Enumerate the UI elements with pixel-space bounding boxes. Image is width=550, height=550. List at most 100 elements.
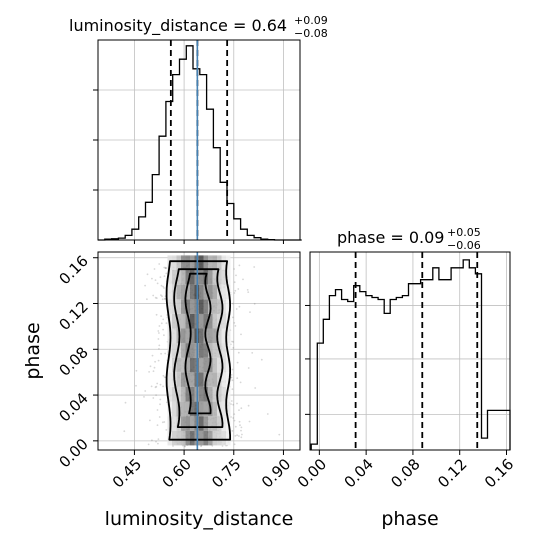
scatter-point	[164, 352, 167, 355]
density-cell	[167, 284, 172, 300]
scatter-point	[153, 366, 156, 369]
scatter-point	[165, 429, 168, 431]
density-cell	[172, 416, 177, 431]
density-cell	[199, 372, 204, 387]
density-cell	[212, 416, 217, 431]
density-cell	[226, 357, 231, 373]
phase-hist-ticks: 0.00 0.04 0.08 0.12 0.16	[294, 304, 517, 491]
scatter-point	[238, 420, 241, 423]
phase-hist-xtick-label: 0.08	[387, 455, 423, 491]
scatter-point	[161, 421, 164, 424]
density-cell	[217, 313, 222, 329]
density-cell	[172, 430, 177, 446]
scatter-point	[159, 276, 162, 279]
scatter-point	[253, 302, 256, 305]
scatter-point	[234, 435, 237, 437]
density-cell	[221, 284, 226, 300]
density-cell	[226, 372, 231, 387]
density-cell	[199, 416, 204, 431]
density-cell	[203, 401, 208, 417]
scatter-point	[162, 285, 165, 288]
scatter-point	[144, 284, 147, 287]
density-cell	[208, 430, 213, 446]
scatter-point	[235, 308, 238, 310]
phase-x-axis-label: phase	[381, 508, 438, 530]
scatter-point	[151, 277, 153, 280]
density-cell	[212, 372, 217, 387]
density-cell	[199, 343, 204, 358]
scatter-point	[237, 288, 240, 290]
scatter-point	[161, 295, 163, 298]
contour-outer	[165, 260, 231, 441]
density-cell	[181, 387, 186, 402]
density-cell	[181, 416, 186, 431]
joint-ytick-label: 0.00	[55, 435, 91, 471]
scatter-point	[230, 400, 233, 402]
scatter-point	[158, 263, 161, 265]
scatter-point	[153, 268, 156, 270]
scatter-point	[260, 358, 263, 361]
density-cell	[181, 299, 186, 314]
joint-xtick-label: 0.60	[159, 455, 195, 491]
scatter-point	[248, 420, 251, 423]
density-cell	[208, 313, 213, 329]
density-cell	[172, 387, 177, 402]
density-cell	[212, 313, 217, 329]
scatter-point	[163, 266, 166, 269]
density-cell	[199, 401, 204, 417]
density-cell	[190, 401, 195, 417]
density-cell	[208, 284, 213, 300]
density-cell	[185, 270, 190, 285]
joint-x-ticks: 0.45 0.60 0.75 0.90	[109, 450, 294, 491]
scatter-point	[146, 273, 149, 276]
scatter-point	[135, 369, 138, 372]
density-cell	[199, 270, 204, 285]
density-cell	[190, 270, 195, 285]
scatter-point	[164, 298, 167, 300]
scatter-point	[163, 275, 166, 277]
density-cell	[203, 313, 208, 329]
scatter-point	[158, 348, 160, 350]
scatter-point	[158, 325, 161, 327]
density-cell	[203, 255, 208, 270]
density-cell	[199, 299, 204, 314]
scatter-point	[253, 266, 256, 268]
density-cell	[217, 255, 222, 270]
scatter-point	[160, 294, 162, 296]
density-cell	[172, 328, 177, 344]
density-cell	[221, 401, 226, 417]
density-cell	[181, 270, 186, 285]
joint-ytick-label: 0.08	[55, 343, 91, 379]
density-cell	[217, 416, 222, 431]
density-cell	[221, 416, 226, 431]
scatter-point	[154, 279, 157, 281]
scatter-point	[240, 407, 243, 410]
density-cell	[176, 299, 181, 314]
scatter-point	[157, 330, 160, 332]
scatter-point	[231, 379, 234, 382]
scatter-point	[157, 359, 160, 362]
scatter-point	[151, 354, 154, 357]
scatter-point	[155, 385, 158, 388]
density-cell	[217, 270, 222, 285]
density-cell	[190, 372, 195, 387]
scatter-point	[246, 289, 249, 291]
scatter-point	[200, 445, 202, 448]
density-cell	[181, 343, 186, 358]
scatter-point	[236, 434, 239, 437]
scatter-point	[124, 401, 127, 404]
joint-ytick-label: 0.04	[55, 389, 91, 425]
density-cell	[167, 270, 172, 285]
scatter-point	[161, 298, 164, 301]
density-cell	[226, 401, 231, 417]
density-cell	[212, 343, 217, 358]
density-cell	[176, 387, 181, 402]
density-cell	[176, 357, 181, 373]
scatter-point	[144, 390, 147, 392]
joint-ytick-label: 0.12	[55, 298, 91, 334]
density-cell	[181, 255, 186, 270]
scatter-point	[240, 436, 243, 439]
joint-xtick-label: 0.75	[208, 455, 244, 491]
scatter-point	[163, 376, 166, 379]
